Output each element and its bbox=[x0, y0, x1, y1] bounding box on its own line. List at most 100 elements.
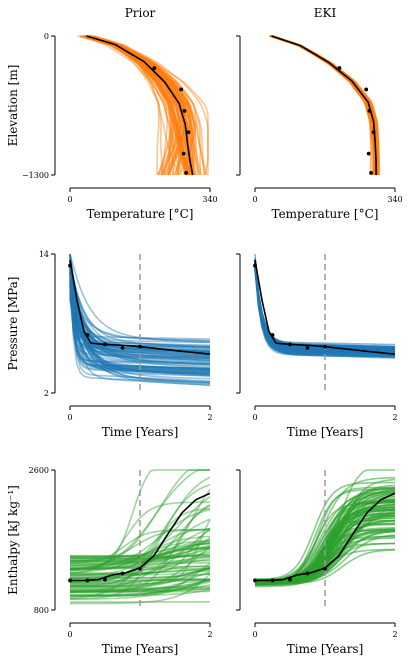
panel-pres-prior: 0 2 14 2 Time [Years] Pressure [MPa] bbox=[6, 250, 213, 439]
ensemble-member bbox=[271, 35, 378, 175]
y-axis-label: Enthalpy [kJ kg⁻¹] bbox=[6, 485, 20, 595]
truth-line bbox=[271, 35, 377, 175]
ensemble-member bbox=[84, 35, 196, 176]
ensemble-member bbox=[270, 35, 380, 176]
ensemble-member bbox=[69, 292, 211, 377]
ensemble-member bbox=[270, 35, 377, 176]
ensemble-member bbox=[272, 35, 375, 176]
observation-point bbox=[371, 130, 376, 135]
x-axis-label: Time [Years] bbox=[102, 642, 179, 656]
observation-point bbox=[179, 87, 184, 92]
ensemble-member bbox=[271, 35, 376, 176]
ensemble-member bbox=[271, 35, 377, 176]
ensemble-member bbox=[84, 35, 192, 176]
observation-point bbox=[103, 577, 107, 582]
observation-point bbox=[85, 333, 90, 337]
ensemble-member bbox=[70, 542, 211, 558]
observation-point bbox=[138, 566, 142, 571]
ensemble-member bbox=[269, 35, 379, 176]
ensemble-member bbox=[69, 254, 211, 366]
ensemble-member bbox=[88, 35, 188, 176]
ensemble-member bbox=[88, 35, 187, 176]
ensemble-member bbox=[270, 35, 379, 176]
ensemble-member bbox=[271, 35, 377, 175]
ensemble-member bbox=[88, 35, 188, 175]
ensemble-member bbox=[89, 35, 200, 176]
ensemble-member bbox=[70, 566, 211, 580]
y-tick-label: 2600 bbox=[29, 466, 49, 475]
ensemble-member bbox=[69, 495, 211, 569]
ensemble-member bbox=[272, 35, 377, 176]
ensemble-member bbox=[270, 35, 378, 176]
ensemble-member bbox=[271, 35, 376, 175]
ensemble-member bbox=[272, 35, 380, 176]
observation-point bbox=[366, 151, 371, 156]
ensemble-member bbox=[70, 562, 210, 584]
column-title-prior: Prior bbox=[125, 6, 156, 20]
ensemble-member bbox=[84, 35, 205, 176]
truth-line bbox=[86, 35, 194, 176]
ensemble-member bbox=[271, 35, 377, 176]
ensemble-member bbox=[70, 578, 211, 590]
ensemble-member bbox=[85, 35, 191, 176]
ensemble-member bbox=[271, 35, 378, 175]
ensemble-member bbox=[272, 35, 376, 176]
ensemble-temp-prior bbox=[77, 35, 209, 176]
ensemble-member bbox=[70, 544, 211, 562]
ensemble-member bbox=[270, 35, 378, 176]
ensemble-member bbox=[272, 35, 377, 176]
ensemble-member bbox=[69, 270, 211, 366]
observation-point bbox=[270, 333, 275, 337]
ensemble-member bbox=[69, 555, 211, 593]
ensemble-member bbox=[87, 35, 180, 176]
y-tick-label: 0 bbox=[44, 32, 49, 41]
ensemble-member bbox=[86, 35, 190, 176]
observation-point bbox=[323, 566, 327, 571]
observation-point bbox=[288, 342, 292, 347]
ensemble-member bbox=[87, 35, 201, 175]
ensemble-member bbox=[89, 35, 209, 175]
truth-line bbox=[254, 259, 396, 355]
ensemble-member bbox=[271, 35, 378, 175]
observation-point bbox=[337, 66, 342, 70]
observation-point bbox=[367, 108, 372, 113]
y-tick-label: 14 bbox=[39, 250, 49, 259]
ensemble-member bbox=[69, 272, 211, 367]
observation-point bbox=[138, 344, 142, 349]
x-axis-label: Temperature [°C] bbox=[272, 207, 379, 221]
ensemble-member bbox=[270, 35, 380, 176]
ensemble-member bbox=[84, 35, 194, 176]
observation-point bbox=[270, 578, 275, 583]
ensemble-member bbox=[89, 35, 192, 176]
ensemble-member bbox=[269, 35, 379, 175]
ensemble-member bbox=[70, 573, 211, 588]
ensemble-member bbox=[70, 546, 211, 580]
panel-temp-eki: 0 340 Temperature [°C] bbox=[236, 35, 403, 221]
ensemble-member bbox=[270, 35, 379, 176]
observation-point bbox=[186, 130, 191, 135]
ensemble-member bbox=[271, 35, 376, 176]
ensemble-member bbox=[69, 261, 211, 358]
observation-point bbox=[288, 577, 292, 582]
ensemble-member bbox=[86, 35, 172, 176]
ensemble-member bbox=[272, 35, 376, 176]
ensemble-member bbox=[70, 536, 211, 562]
observation-point bbox=[184, 170, 189, 175]
ensemble-member bbox=[69, 253, 211, 377]
ensemble-member bbox=[85, 35, 188, 176]
ensemble-member bbox=[69, 271, 211, 375]
x-axis-label: Time [Years] bbox=[287, 642, 364, 656]
ensemble-member bbox=[272, 35, 380, 176]
ensemble-member bbox=[69, 285, 211, 375]
ensemble-member bbox=[80, 35, 198, 176]
x-tick-label: 0 bbox=[67, 413, 72, 422]
ensemble-member bbox=[77, 35, 193, 176]
ensemble-member bbox=[272, 35, 378, 176]
observation-point bbox=[305, 345, 310, 350]
ensemble-member bbox=[271, 35, 378, 176]
ensemble-member bbox=[271, 35, 377, 176]
x-tick-label: 2 bbox=[392, 413, 397, 422]
ensemble-member bbox=[272, 35, 377, 176]
ensemble-member bbox=[272, 35, 377, 176]
ensemble-member bbox=[69, 257, 211, 356]
